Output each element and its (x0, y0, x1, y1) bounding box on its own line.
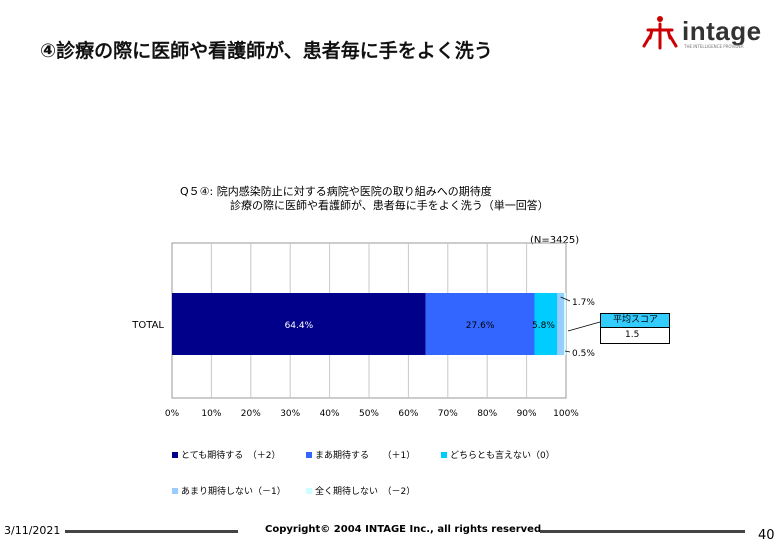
legend-swatch (172, 451, 178, 458)
logo-mark-icon (642, 16, 678, 50)
x-tick-label: 70% (438, 409, 458, 419)
bar-segment (534, 293, 558, 355)
data-label: 0.5% (572, 349, 595, 359)
legend-label: まあ期待する （＋1） (315, 451, 416, 461)
legend-item: 全く期待しない （－2） (306, 484, 415, 497)
legend-swatch (172, 487, 178, 494)
data-label: 5.8% (532, 321, 555, 331)
average-score-value: 1.5 (625, 330, 640, 340)
footer-copyright: Copyright© 2004 INTAGE Inc., all rights … (265, 524, 545, 535)
x-tick-label: 10% (201, 409, 221, 419)
bar-segment (564, 293, 566, 355)
leader-line (567, 321, 601, 332)
x-tick-label: 100% (553, 409, 579, 419)
legend-label: 全く期待しない （－2） (315, 487, 416, 497)
category-label: TOTAL (131, 320, 164, 331)
x-tick-label: 40% (320, 409, 340, 419)
question-line-2: 診療の際に医師や看護師が、患者毎に手をよく洗う（単一回答） (230, 199, 549, 212)
legend-item: あまり期待しない（－1） (172, 484, 286, 497)
x-tick-label: 60% (398, 409, 418, 419)
legend-swatch (306, 451, 312, 458)
legend-swatch (306, 487, 312, 494)
footer-date: 3/11/2021 (4, 524, 61, 537)
question-line-1: Q５④: 院内感染防止に対する病院や医院の取り組みへの期待度 (180, 185, 492, 198)
x-tick-label: 30% (280, 409, 300, 419)
footer-divider-right (540, 530, 745, 533)
average-score-box: 平均スコア 1.5 (600, 313, 670, 344)
bar-segment (557, 293, 565, 355)
bar-segment (172, 293, 426, 355)
average-score-label: 平均スコア (601, 314, 669, 328)
page-number: 40 (758, 528, 775, 543)
legend-label: どちらとも言えない（0） (450, 451, 555, 461)
legend-item: どちらとも言えない（0） (441, 448, 555, 461)
x-tick-label: 80% (477, 409, 497, 419)
x-tick-label: 20% (241, 409, 261, 419)
page-title: ④診療の際に医師や看護師が、患者毎に手をよく洗う (40, 40, 493, 62)
leader-line (564, 350, 571, 353)
legend-item: まあ期待する （＋1） (306, 448, 415, 461)
x-tick-label: 50% (359, 409, 379, 419)
legend-label: とても期待する （＋2） (181, 451, 281, 461)
question-text: Q５④: 院内感染防止に対する病院や医院の取り組みへの期待度 診療の際に医師や看… (180, 185, 549, 213)
legend-label: あまり期待しない（－1） (181, 487, 286, 497)
sample-size: (N=3425) (530, 235, 580, 246)
bar-segment (425, 293, 535, 355)
legend-item: とても期待する （＋2） (172, 448, 281, 461)
footer-divider-left (65, 530, 238, 533)
leader-line (560, 296, 571, 302)
data-label: 64.4% (285, 321, 314, 331)
x-tick-label: 90% (517, 409, 537, 419)
intage-logo: intage THE INTELLIGENCE PROVIDER (640, 14, 770, 50)
data-label: 1.7% (572, 298, 595, 308)
legend-swatch (441, 451, 447, 458)
logo-subtext: THE INTELLIGENCE PROVIDER (684, 44, 744, 49)
data-label: 27.6% (466, 321, 495, 331)
logo-text: intage (682, 16, 762, 46)
x-tick-label: 0% (165, 409, 180, 419)
